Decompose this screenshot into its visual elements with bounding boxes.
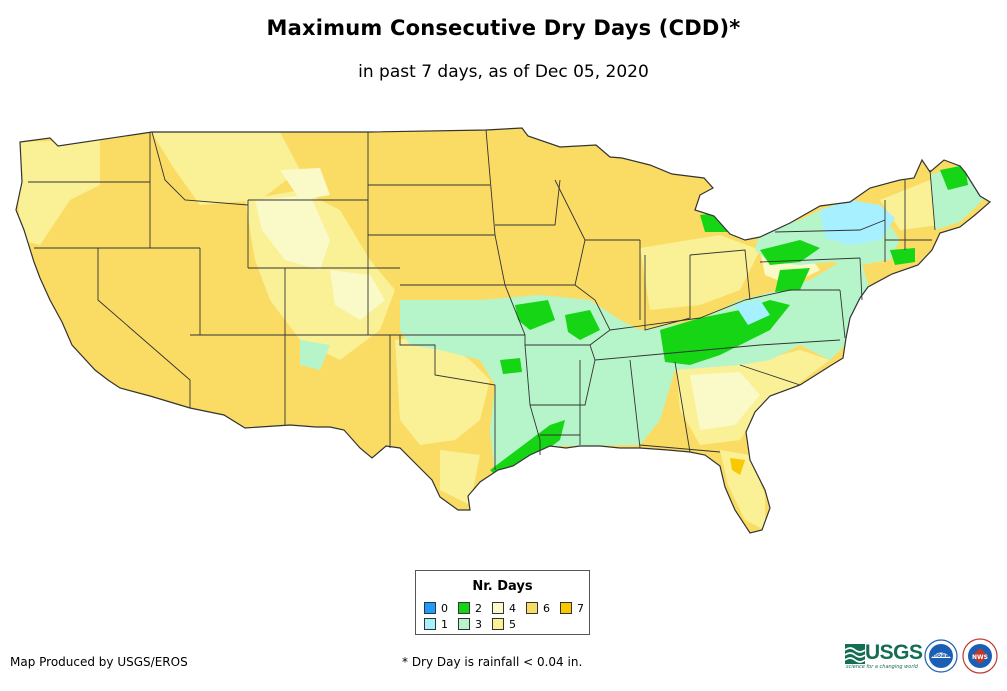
nws-logo-icon: NWS	[962, 638, 998, 674]
legend-swatch-0	[424, 602, 436, 614]
noaa-logo-text: noaa	[933, 652, 950, 659]
legend-item-1: 1	[424, 618, 448, 631]
map-title: Maximum Consecutive Dry Days (CDD)*	[266, 16, 741, 40]
legend-item-7: 7	[560, 602, 584, 615]
legend-swatch-5	[492, 618, 504, 630]
nws-logo-text: NWS	[972, 654, 988, 661]
noaa-logo-icon: noaa	[924, 639, 958, 673]
zone-7-days	[730, 458, 745, 475]
map-subtitle: in past 7 days, as of Dec 05, 2020	[358, 62, 649, 82]
legend-swatch-2	[458, 602, 470, 614]
legend-swatch-3	[458, 618, 470, 630]
legend-swatch-7	[560, 602, 572, 614]
usgs-logo-icon	[845, 644, 865, 664]
legend-item-0: 0	[424, 602, 448, 615]
legend-title: Nr. Days	[472, 579, 533, 594]
legend-item-3: 3	[458, 618, 482, 631]
dry-day-footnote: * Dry Day is rainfall < 0.04 in.	[402, 655, 583, 669]
legend: Nr. Days 0 1 2 3 4 5 6 7	[415, 570, 590, 635]
legend-swatch-6	[526, 602, 538, 614]
state-borders	[28, 129, 936, 470]
us-outline	[15, 127, 992, 534]
zone-1-day	[735, 200, 895, 325]
legend-item-4: 4	[492, 602, 516, 615]
legend-item-5: 5	[492, 618, 516, 631]
map-credit: Map Produced by USGS/EROS	[10, 655, 188, 669]
legend-item-2: 2	[458, 602, 482, 615]
legend-item-6: 6	[526, 602, 550, 615]
usgs-tagline: science for a changing world	[846, 664, 918, 670]
legend-swatch-1	[424, 618, 436, 630]
usgs-logo-text: USGS	[865, 641, 923, 664]
legend-swatch-4	[492, 602, 504, 614]
